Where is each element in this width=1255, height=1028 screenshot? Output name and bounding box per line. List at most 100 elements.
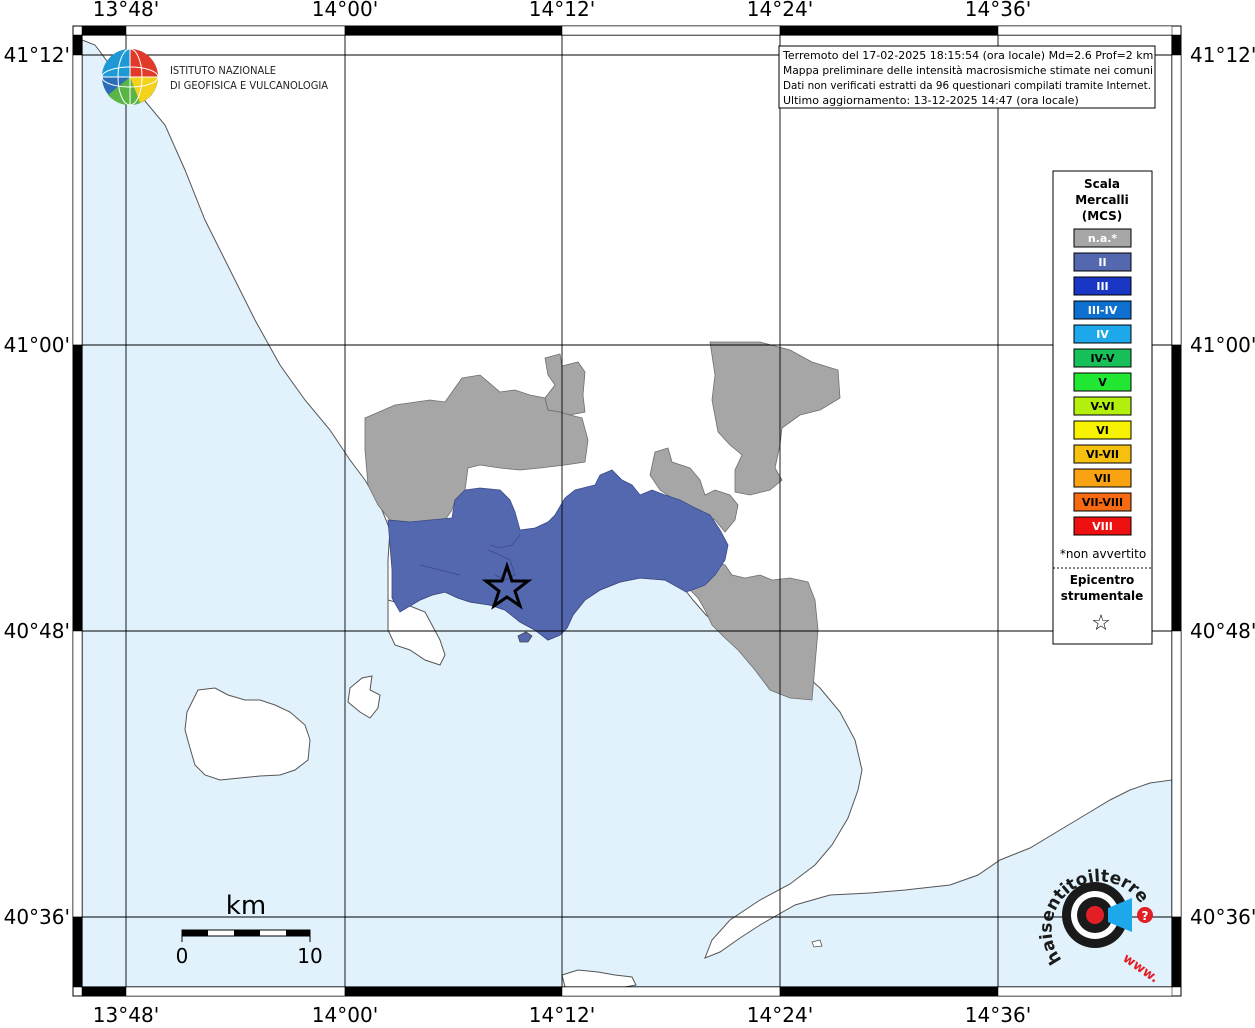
- lat-label-right-1: 41°12': [1190, 43, 1255, 67]
- legend-swatch-label: VI-VII: [1086, 448, 1119, 461]
- legend-swatch-label: VII-VIII: [1082, 496, 1123, 509]
- frame-segment: [779, 25, 999, 36]
- land-miseno: [387, 599, 446, 666]
- legend-swatch: [1073, 492, 1132, 512]
- legend-swatch-label: IV-V: [1090, 352, 1115, 365]
- frame-segment: [1171, 34, 1182, 56]
- legend-swatch-label: VIII: [1092, 520, 1113, 533]
- frame-segment: [561, 986, 781, 997]
- frame-segment: [72, 916, 83, 988]
- legend-swatch-label: n.a.*: [1088, 232, 1118, 245]
- land-procida: [347, 675, 381, 719]
- land-ischia: [184, 687, 311, 781]
- legend-swatch: [1073, 324, 1132, 344]
- legend-swatch: [1073, 276, 1132, 296]
- frame-segment: [997, 25, 1173, 36]
- info-line-1: Terremoto del 17-02-2025 18:15:54 (ora l…: [782, 49, 1153, 62]
- lat-label-right-3: 40°48': [1190, 619, 1255, 643]
- lon-label-top-4: 14°24': [747, 0, 813, 21]
- lon-label-bottom-4: 14°24': [747, 1003, 813, 1024]
- mcs-legend: Scala Mercalli (MCS) n.a.*IIIIIIII-IVIVI…: [1052, 170, 1153, 645]
- lon-label-top-3: 14°12': [529, 0, 595, 21]
- frame-segment: [125, 986, 346, 997]
- frame-bars: [72, 25, 1182, 997]
- legend-epicenter-1: Epicentro: [1070, 573, 1135, 587]
- frame-segment: [1171, 344, 1182, 632]
- legend-swatch: [1073, 420, 1132, 440]
- frame-segment: [81, 986, 127, 997]
- legend-swatch: [1073, 300, 1132, 320]
- legend-swatch-label: IV: [1096, 328, 1109, 341]
- lat-label-right-4: 40°36': [1190, 905, 1255, 929]
- frame-segment: [997, 986, 1173, 997]
- watermark-question: ?: [1142, 909, 1149, 923]
- legend-star-icon: ☆: [1091, 611, 1111, 636]
- ingv-name-line2: DI GEOFISICA E VULCANOLOGIA: [170, 79, 328, 92]
- frame-segment: [1171, 916, 1182, 988]
- legend-swatch: [1073, 444, 1132, 464]
- lat-label-left-4: 40°36': [4, 905, 70, 929]
- info-box: Terremoto del 17-02-2025 18:15:54 (ora l…: [778, 45, 1156, 109]
- legend-swatch: [1073, 396, 1132, 416]
- lon-label-top-1: 13°48': [93, 0, 159, 21]
- frame-segment: [81, 25, 127, 36]
- legend-title-1: Scala: [1084, 177, 1120, 191]
- legend-swatch-label: V-VI: [1090, 400, 1114, 413]
- frame-segment: [125, 25, 346, 36]
- info-line-4: Ultimo aggiornamento: 13-12-2025 14:47 (…: [783, 94, 1079, 107]
- legend-epicenter-2: strumentale: [1061, 589, 1144, 603]
- frame-segment: [72, 34, 83, 56]
- frame-segment: [72, 54, 83, 346]
- lon-label-bottom-2: 14°00': [312, 1003, 378, 1024]
- lat-label-left-3: 40°48': [4, 619, 70, 643]
- legend-swatch: [1073, 348, 1132, 368]
- legend-swatch: [1073, 468, 1132, 488]
- lon-label-bottom-1: 13°48': [93, 1003, 159, 1024]
- legend-swatch: [1073, 228, 1132, 248]
- epicenter-star[interactable]: [481, 561, 533, 610]
- frame-segment: [1171, 54, 1182, 346]
- legend-title-3: (MCS): [1082, 209, 1123, 223]
- info-line-2: Mappa preliminare delle intensità macros…: [783, 64, 1153, 77]
- lon-label-bottom-3: 14°12': [529, 1003, 595, 1024]
- lon-label-top-2: 14°00': [312, 0, 378, 21]
- legend-note: *non avvertito: [1060, 547, 1146, 561]
- lon-label-bottom-5: 14°36': [965, 1003, 1031, 1024]
- scale-start: 0: [176, 944, 189, 968]
- scale-bar: km 0 10: [176, 891, 323, 968]
- lon-label-top-5: 14°36': [965, 0, 1031, 21]
- frame-segment: [72, 630, 83, 918]
- target-icon: [1086, 906, 1104, 924]
- ingv-name-line1: ISTITUTO NAZIONALE: [170, 64, 276, 77]
- legend-swatch-label: VII: [1094, 472, 1111, 485]
- land-galli: [811, 939, 823, 948]
- legend-swatch-label: II: [1098, 256, 1106, 269]
- intensity-ii-area: [387, 469, 729, 641]
- frame-segment: [561, 25, 781, 36]
- frame-segment: [344, 25, 563, 36]
- frame-segment: [72, 344, 83, 632]
- legend-swatch-label: VI: [1096, 424, 1109, 437]
- legend-swatch-label: V: [1098, 376, 1107, 389]
- ingv-logo: ISTITUTO NAZIONALE DI GEOFISICA E VULCAN…: [101, 48, 328, 106]
- legend-swatch-label: III-IV: [1088, 304, 1118, 317]
- land-nisida: [517, 631, 533, 643]
- scale-end: 10: [297, 944, 322, 968]
- scale-unit: km: [226, 891, 266, 921]
- lat-label-left-2: 41°00': [4, 333, 70, 357]
- legend-items: n.a.*IIIIIIII-IVIVIV-VVV-VIVIVI-VIIVIIVI…: [1073, 228, 1132, 536]
- legend-swatch: [1073, 516, 1132, 536]
- info-line-3: Dati non verificati estratti da 96 quest…: [783, 79, 1151, 92]
- legend-title-2: Mercalli: [1075, 193, 1129, 207]
- frame-segment: [779, 986, 999, 997]
- frame-segment: [1171, 630, 1182, 918]
- megaphone-icon: [1108, 898, 1132, 932]
- graticule: [82, 35, 1172, 987]
- lat-label-left-1: 41°12': [4, 43, 70, 67]
- lat-label-right-2: 41°00': [1190, 333, 1255, 357]
- frame-segment: [344, 986, 563, 997]
- legend-swatch-label: III: [1096, 280, 1108, 293]
- tick-labels: 13°48' 14°00' 14°12' 14°24' 14°36' 13°48…: [4, 0, 1255, 1027]
- legend-swatch: [1073, 372, 1132, 392]
